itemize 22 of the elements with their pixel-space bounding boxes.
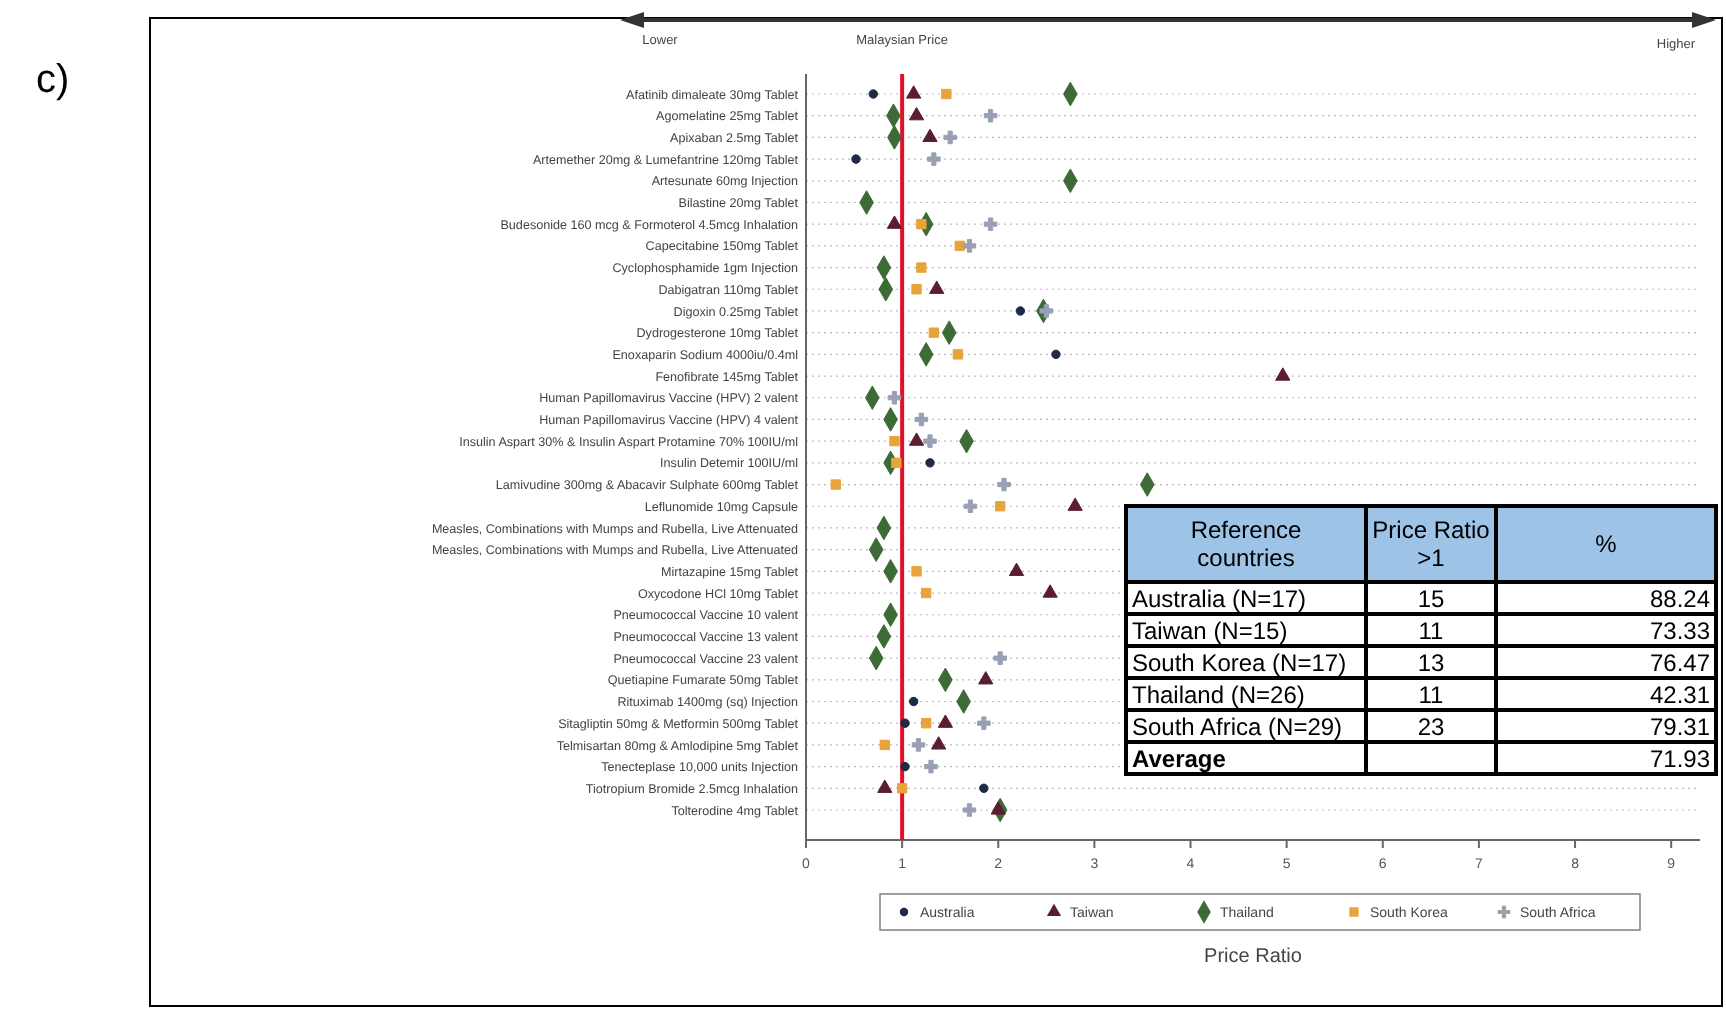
annotation: 13 bbox=[1417, 649, 1445, 677]
text: c) bbox=[36, 58, 70, 102]
annotation: Australia (N=17) bbox=[1132, 585, 1307, 613]
annotation: Reference countries bbox=[1190, 516, 1303, 572]
annotation: Thailand (N=26) bbox=[1132, 681, 1305, 709]
annotation: % bbox=[1595, 530, 1618, 558]
annotation: 11 bbox=[1418, 681, 1445, 709]
x-axis-title: Price Ratio bbox=[1204, 946, 1303, 968]
annotation: 79.31 bbox=[1649, 713, 1711, 741]
annotation: 23 bbox=[1417, 713, 1445, 741]
annotation: 88.24 bbox=[1649, 585, 1711, 613]
annotation: South Africa (N=29) bbox=[1132, 713, 1343, 741]
annotation: 73.33 bbox=[1649, 617, 1711, 645]
annotation: 11 bbox=[1418, 617, 1445, 645]
annotation: 15 bbox=[1417, 585, 1445, 613]
annotation: Price Ratio >1 bbox=[1372, 516, 1491, 572]
annotation: Taiwan (N=15) bbox=[1132, 617, 1288, 645]
annotation: Average bbox=[1132, 745, 1227, 773]
annotation: South Korea (N=17) bbox=[1132, 649, 1347, 677]
annotation: 42.31 bbox=[1649, 681, 1711, 709]
annotation: 76.47 bbox=[1649, 649, 1711, 677]
annotation: 71.93 bbox=[1649, 745, 1711, 773]
